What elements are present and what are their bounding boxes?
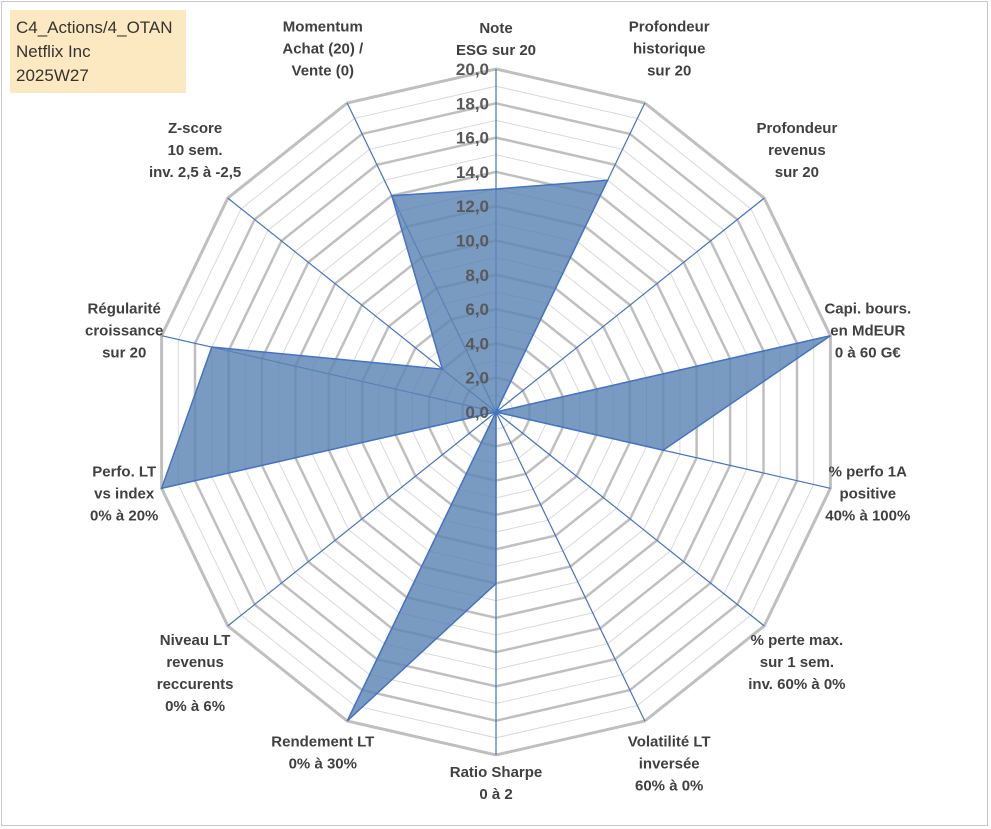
tick-label: 0,0 (465, 403, 489, 422)
axis-label-6: Volatilité LT inversée 60% à 0% (628, 734, 711, 795)
axis-spoke-2 (495, 197, 765, 413)
axis-label-12: Z-score 10 sem. inv. 2,5 à -2,5 (149, 120, 241, 181)
tick-label: 16,0 (456, 129, 489, 148)
axis-label-7: Ratio Sharpe 0 à 2 (450, 764, 543, 803)
axis-label-10: Perfo. LT vs index 0% à 20% (90, 464, 158, 525)
info-week: 2025W27 (16, 66, 89, 85)
tick-label: 4,0 (465, 334, 489, 353)
axis-label-3: Capi. bours. en MdEUR 0 à 60 G€ (824, 300, 911, 361)
axis-spoke-6 (495, 411, 646, 722)
axis-label-1: Profondeur historique sur 20 (629, 18, 710, 79)
info-box: C4_Actions/4_OTAN Netflix Inc 2025W27 (10, 10, 186, 93)
tick-label: 14,0 (456, 163, 489, 182)
axis-label-13: Momentum Achat (20) / Vente (0) (282, 18, 364, 79)
radar-axis-labels: Note ESG sur 20 Profondeur historique sur 20… (85, 18, 911, 803)
axis-label-8: Rendement LT 0% à 30% (271, 734, 374, 773)
tick-label: 12,0 (456, 197, 489, 216)
tick-label: 10,0 (456, 232, 489, 251)
axis-label-11: Régularité croissance sur 20 (85, 300, 163, 361)
axis-label-5: % perte max. sur 1 sem. inv. 60% à 0% (748, 632, 845, 693)
series-area-0 (160, 179, 831, 722)
axis-spoke-5 (495, 411, 765, 627)
axis-label-9: Niveau LT revenus reccurents 0% à 6% (157, 632, 234, 715)
axis-spoke-9 (227, 411, 497, 627)
tick-label: 8,0 (465, 266, 489, 285)
info-company: Netflix Inc (16, 42, 91, 61)
tick-label: 2,0 (465, 369, 489, 388)
axis-label-4: % perfo 1A positive 40% à 100% (825, 464, 910, 525)
axis-label-2: Profondeur revenus sur 20 (756, 120, 837, 181)
axis-label-0: Note ESG sur 20 (456, 20, 536, 59)
tick-label: 6,0 (465, 300, 489, 319)
radar-tick-labels: 0,0 2,0 4,0 6,0 8,0 10,0 12,0 14,0 16,0 18,0 20,0 (456, 60, 489, 422)
radar-series (160, 179, 831, 722)
tick-label: 18,0 (456, 94, 489, 113)
info-portfolio: C4_Actions/4_OTAN (16, 18, 173, 37)
tick-label: 20,0 (456, 60, 489, 79)
